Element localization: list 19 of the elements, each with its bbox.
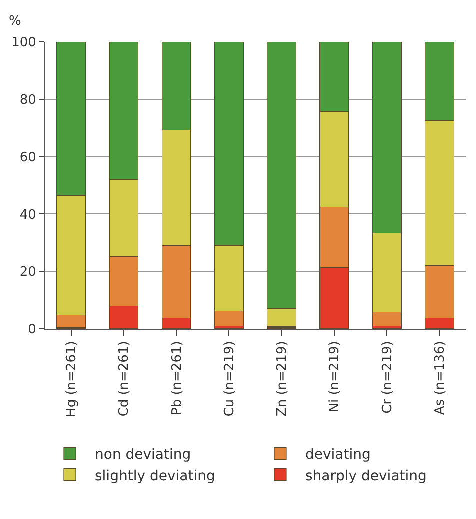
legend-label: non deviating bbox=[95, 447, 192, 464]
y-tick-label: 0 bbox=[28, 322, 36, 338]
y-tick-label: 40 bbox=[20, 208, 36, 223]
y-tick-label: 100 bbox=[12, 36, 36, 51]
x-tick-label: Pb (n=261) bbox=[170, 341, 185, 416]
legend-label: deviating bbox=[306, 447, 371, 464]
y-tick-label: 80 bbox=[20, 92, 36, 108]
x-tick-label: Cr (n=219) bbox=[380, 341, 396, 414]
y-axis-title: % bbox=[9, 14, 22, 29]
x-tick-label: As (n=136) bbox=[432, 341, 448, 416]
legend-label: sharply deviating bbox=[306, 468, 427, 484]
x-tick-label: Cd (n=261) bbox=[117, 341, 132, 417]
x-tick-label: Ni (n=219) bbox=[328, 341, 343, 413]
y-tick-label: 20 bbox=[20, 265, 36, 280]
legend-label: slightly deviating bbox=[95, 468, 216, 484]
x-tick-label: Cu (n=219) bbox=[222, 341, 238, 417]
y-tick-label: 60 bbox=[20, 150, 36, 166]
x-tick-label: Zn (n=219) bbox=[275, 341, 290, 417]
x-tick-label: Hg (n=261) bbox=[64, 341, 80, 418]
